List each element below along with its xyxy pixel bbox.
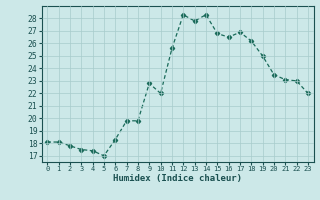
X-axis label: Humidex (Indice chaleur): Humidex (Indice chaleur): [113, 174, 242, 183]
